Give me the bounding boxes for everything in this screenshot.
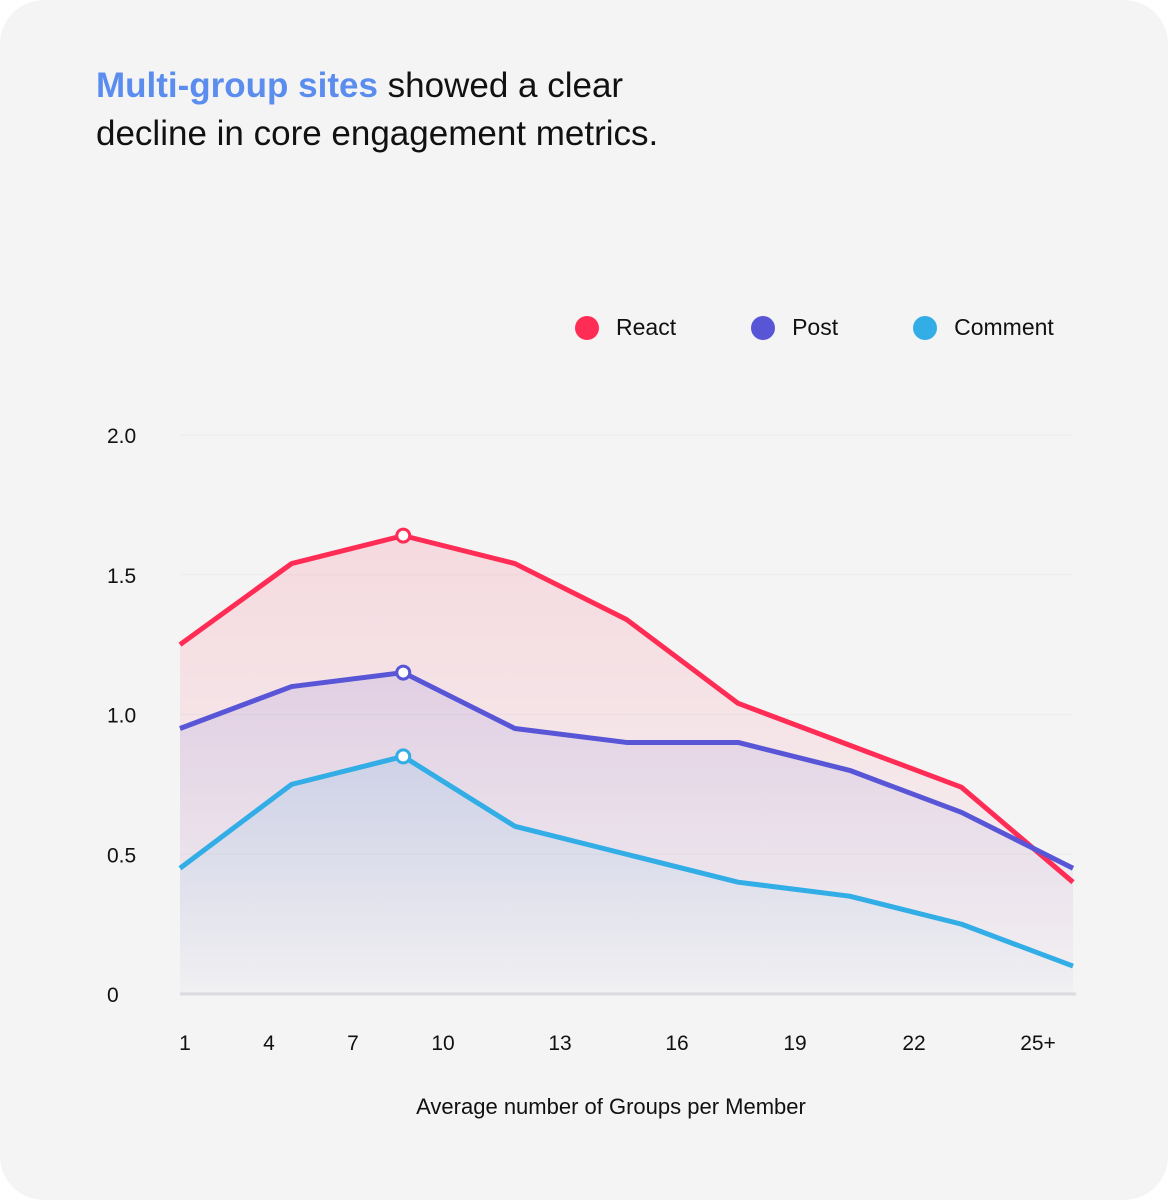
legend-dot-react <box>575 315 599 340</box>
line-comment <box>178 753 1074 969</box>
x-tick-label: 13 <box>548 1032 571 1055</box>
y-tick-label: 1.5 <box>107 565 136 588</box>
y-tick-label: 2.0 <box>107 425 136 448</box>
x-tick-label: 1 <box>179 1032 191 1055</box>
x-tick-label: 7 <box>347 1032 359 1055</box>
legend-label-comment: Comment <box>954 314 1054 340</box>
highlight-point-comment <box>395 748 412 765</box>
title-rest: showed a clear decline in core engagemen… <box>96 66 659 153</box>
area-comment <box>180 756 1073 994</box>
chart-title: Multi-group sites showed a clear decline… <box>96 62 696 158</box>
x-tick-label: 16 <box>665 1032 688 1055</box>
legend-dot-post <box>751 315 776 340</box>
legend: React Post Comment <box>575 314 1054 341</box>
line-react <box>178 533 1075 885</box>
legend-item-comment: Comment <box>913 314 1054 341</box>
line-post <box>179 670 1075 871</box>
y-tick-label: 0 <box>107 984 119 1007</box>
y-tick-label: 0.5 <box>107 844 136 867</box>
highlight-point-post <box>395 664 412 681</box>
legend-item-post: Post <box>751 314 838 341</box>
title-highlight: Multi-group sites <box>96 66 378 105</box>
x-tick-label: 19 <box>783 1032 806 1055</box>
x-tick-label: 25+ <box>1020 1032 1056 1055</box>
legend-dot-comment <box>913 315 938 340</box>
y-tick-label: 1.0 <box>107 705 136 728</box>
legend-item-react: React <box>575 314 676 341</box>
x-tick-label: 4 <box>263 1032 275 1055</box>
x-tick-label: 22 <box>902 1032 925 1055</box>
legend-label-react: React <box>616 314 677 340</box>
highlight-point-react <box>395 527 412 544</box>
x-tick-label: 10 <box>431 1032 454 1055</box>
x-axis-label: Average number of Groups per Member <box>416 1094 806 1119</box>
legend-label-post: Post <box>792 314 839 340</box>
